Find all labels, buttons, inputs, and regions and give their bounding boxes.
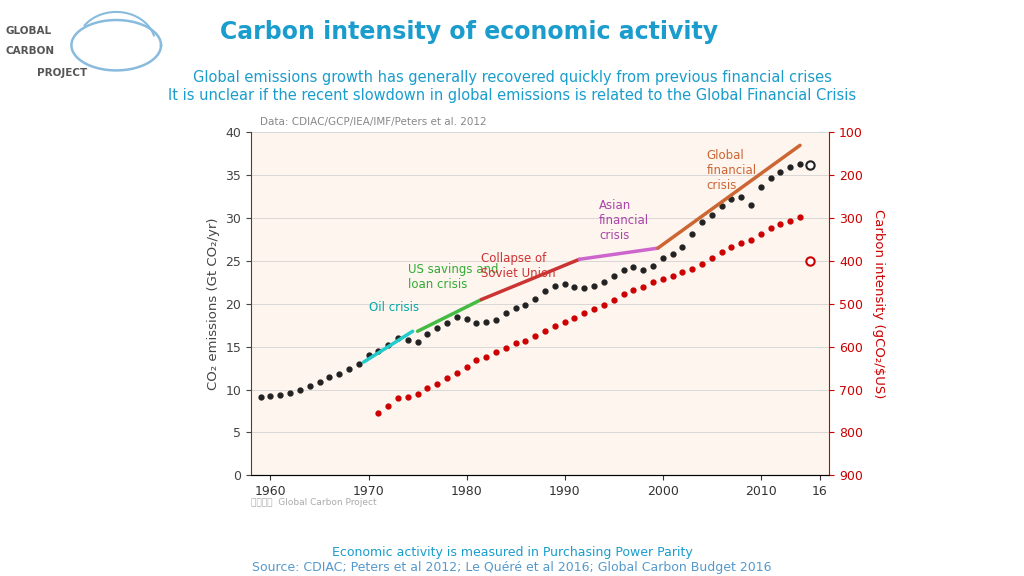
Text: Global emissions growth has generally recovered quickly from previous financial : Global emissions growth has generally re… bbox=[193, 70, 831, 85]
Y-axis label: CO₂ emissions (Gt CO₂/yr): CO₂ emissions (Gt CO₂/yr) bbox=[207, 218, 220, 390]
Y-axis label: Carbon intensity (gCO₂/$US): Carbon intensity (gCO₂/$US) bbox=[872, 209, 886, 399]
Text: It is unclear if the recent slowdown in global emissions is related to the Globa: It is unclear if the recent slowdown in … bbox=[168, 88, 856, 103]
Text: GLOBAL: GLOBAL bbox=[5, 26, 51, 36]
Text: Collapse of
Soviet Union: Collapse of Soviet Union bbox=[481, 252, 556, 280]
Text: Source: CDIAC; Peters et al 2012; Le Quéré et al 2016; Global Carbon Budget 2016: Source: CDIAC; Peters et al 2012; Le Qué… bbox=[252, 561, 772, 574]
Text: Asian
financial
crisis: Asian financial crisis bbox=[599, 199, 649, 242]
Text: Oil crisis: Oil crisis bbox=[369, 301, 419, 314]
Text: US savings and
loan crisis: US savings and loan crisis bbox=[408, 263, 499, 291]
Text: CARBON: CARBON bbox=[5, 46, 54, 56]
Text: Carbon intensity of economic activity: Carbon intensity of economic activity bbox=[220, 20, 718, 44]
Text: Economic activity is measured in Purchasing Power Parity: Economic activity is measured in Purchas… bbox=[332, 546, 692, 559]
Text: ⒸⓘⓈⓀ  Global Carbon Project: ⒸⓘⓈⓀ Global Carbon Project bbox=[251, 498, 377, 507]
Text: PROJECT: PROJECT bbox=[37, 69, 88, 78]
Text: Global
financial
crisis: Global financial crisis bbox=[707, 149, 757, 192]
Text: Data: CDIAC/GCP/IEA/IMF/Peters et al. 2012: Data: CDIAC/GCP/IEA/IMF/Peters et al. 20… bbox=[259, 118, 486, 127]
